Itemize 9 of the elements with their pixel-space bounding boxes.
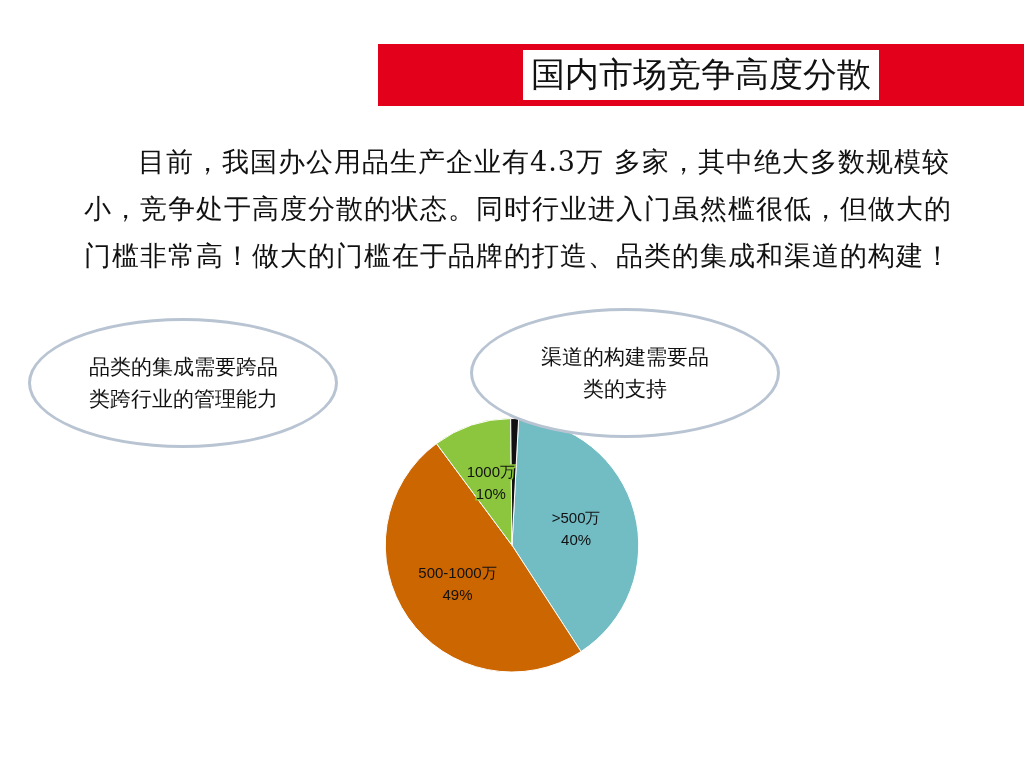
text: 渠道的构建需要品类的支持: [470, 308, 780, 438]
data-label: 40%: [561, 530, 592, 548]
slice-label: >500万: [551, 508, 601, 526]
data-label: 10%: [475, 484, 506, 502]
data-label: 49%: [442, 585, 473, 603]
slice-label: 500-1000万: [418, 563, 497, 581]
chart-subtitle: 目前，我国办公用品生产企业有4.3万 多家，其中绝大多数规模较小，竞争处于高度分散的状态。同时行业进入门虽然槛很低，但做大的门槛非常高！做大的门槛在于品牌的打造、品类的集成和渠道的构建！: [84, 145, 953, 273]
text: 品类的集成需要跨品类跨行业的管理能力: [28, 318, 338, 448]
chart-title: 国内市场竞争高度分散: [523, 50, 879, 100]
